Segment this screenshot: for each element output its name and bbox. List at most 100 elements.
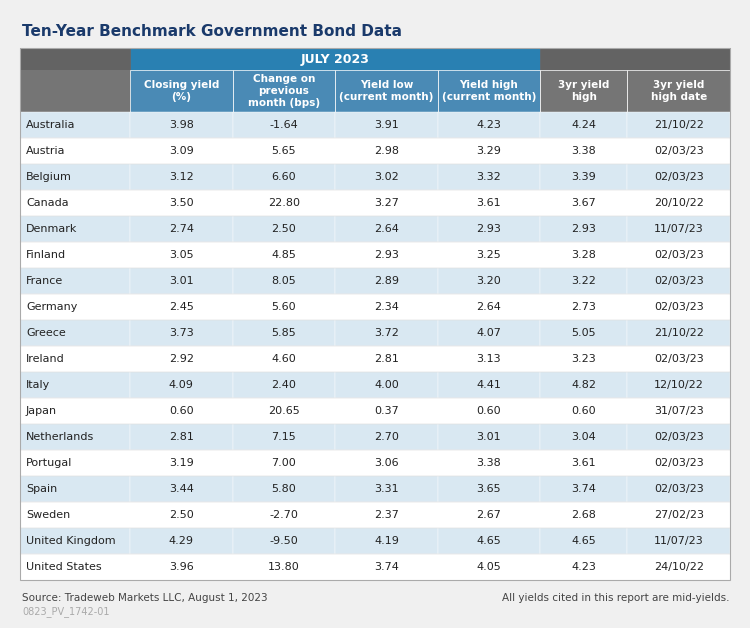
Text: Finland: Finland — [26, 250, 66, 260]
Text: 2.50: 2.50 — [169, 510, 194, 520]
Text: 2.92: 2.92 — [169, 354, 194, 364]
Bar — [335, 164, 438, 190]
Text: 22.80: 22.80 — [268, 198, 300, 208]
Bar — [628, 138, 730, 164]
Bar — [130, 112, 232, 138]
Bar — [20, 424, 130, 450]
Bar — [628, 398, 730, 424]
Text: 3.28: 3.28 — [572, 250, 596, 260]
Text: 11/07/23: 11/07/23 — [654, 536, 704, 546]
Text: Canada: Canada — [26, 198, 69, 208]
Text: 4.09: 4.09 — [169, 380, 194, 390]
Text: 3.74: 3.74 — [572, 484, 596, 494]
Bar — [335, 112, 438, 138]
Text: 02/03/23: 02/03/23 — [654, 146, 704, 156]
Bar — [540, 476, 628, 502]
Text: 2.93: 2.93 — [572, 224, 596, 234]
Text: 3yr yield
high date: 3yr yield high date — [650, 80, 706, 102]
Text: 3.91: 3.91 — [374, 120, 399, 130]
Text: 20.65: 20.65 — [268, 406, 300, 416]
Text: 3.13: 3.13 — [477, 354, 501, 364]
Text: Ten-Year Benchmark Government Bond Data: Ten-Year Benchmark Government Bond Data — [22, 24, 402, 40]
Text: 3.39: 3.39 — [572, 172, 596, 182]
Text: -2.70: -2.70 — [269, 510, 298, 520]
Text: 3.25: 3.25 — [476, 250, 501, 260]
Text: 3.67: 3.67 — [572, 198, 596, 208]
Bar — [232, 476, 335, 502]
Text: 5.05: 5.05 — [572, 328, 596, 338]
Text: 2.93: 2.93 — [476, 224, 502, 234]
Text: 21/10/22: 21/10/22 — [654, 120, 704, 130]
Bar — [232, 450, 335, 476]
Bar — [130, 372, 232, 398]
Text: Netherlands: Netherlands — [26, 432, 94, 442]
Bar — [438, 70, 540, 112]
Text: 02/03/23: 02/03/23 — [654, 432, 704, 442]
Text: 13.80: 13.80 — [268, 562, 300, 572]
Bar — [335, 528, 438, 554]
Text: -9.50: -9.50 — [269, 536, 298, 546]
Bar — [130, 190, 232, 216]
Bar — [20, 268, 130, 294]
Bar — [540, 424, 628, 450]
Text: Denmark: Denmark — [26, 224, 77, 234]
Text: 02/03/23: 02/03/23 — [654, 276, 704, 286]
Bar — [20, 554, 130, 580]
Bar — [540, 70, 628, 112]
Text: 5.80: 5.80 — [272, 484, 296, 494]
Bar — [628, 112, 730, 138]
Bar — [130, 554, 232, 580]
Text: 7.15: 7.15 — [272, 432, 296, 442]
Bar — [130, 502, 232, 528]
Text: 2.67: 2.67 — [476, 510, 502, 520]
Text: 11/07/23: 11/07/23 — [654, 224, 704, 234]
Text: 2.64: 2.64 — [476, 302, 502, 312]
Text: 3.38: 3.38 — [476, 458, 501, 468]
Bar — [232, 398, 335, 424]
Bar — [232, 294, 335, 320]
Bar — [335, 216, 438, 242]
Text: 5.65: 5.65 — [272, 146, 296, 156]
Bar — [130, 398, 232, 424]
Bar — [540, 450, 628, 476]
Text: Japan: Japan — [26, 406, 57, 416]
Text: 02/03/23: 02/03/23 — [654, 354, 704, 364]
Text: 02/03/23: 02/03/23 — [654, 484, 704, 494]
Bar — [628, 502, 730, 528]
Bar — [335, 320, 438, 346]
Text: 2.98: 2.98 — [374, 146, 399, 156]
Bar — [232, 554, 335, 580]
Text: Germany: Germany — [26, 302, 77, 312]
Bar — [20, 476, 130, 502]
Text: 0823_PV_1742-01: 0823_PV_1742-01 — [22, 607, 110, 617]
Bar — [540, 242, 628, 268]
Bar — [130, 164, 232, 190]
Text: 2.89: 2.89 — [374, 276, 399, 286]
Text: 2.68: 2.68 — [572, 510, 596, 520]
Bar — [20, 450, 130, 476]
Text: 4.82: 4.82 — [572, 380, 596, 390]
Bar — [540, 216, 628, 242]
Text: 3.32: 3.32 — [476, 172, 501, 182]
Bar — [438, 476, 540, 502]
Text: Belgium: Belgium — [26, 172, 72, 182]
Bar — [438, 372, 540, 398]
Bar — [628, 216, 730, 242]
Bar — [232, 70, 335, 112]
Bar — [628, 528, 730, 554]
Bar — [232, 190, 335, 216]
Text: 3.02: 3.02 — [374, 172, 399, 182]
Bar — [438, 424, 540, 450]
Bar — [232, 138, 335, 164]
Bar — [540, 268, 628, 294]
Bar — [628, 346, 730, 372]
Text: United States: United States — [26, 562, 102, 572]
Text: 4.65: 4.65 — [476, 536, 501, 546]
Text: 8.05: 8.05 — [272, 276, 296, 286]
Bar — [628, 450, 730, 476]
Text: 3.12: 3.12 — [169, 172, 194, 182]
Bar — [438, 164, 540, 190]
Text: 3.74: 3.74 — [374, 562, 399, 572]
Text: 2.50: 2.50 — [272, 224, 296, 234]
Text: 3.72: 3.72 — [374, 328, 399, 338]
